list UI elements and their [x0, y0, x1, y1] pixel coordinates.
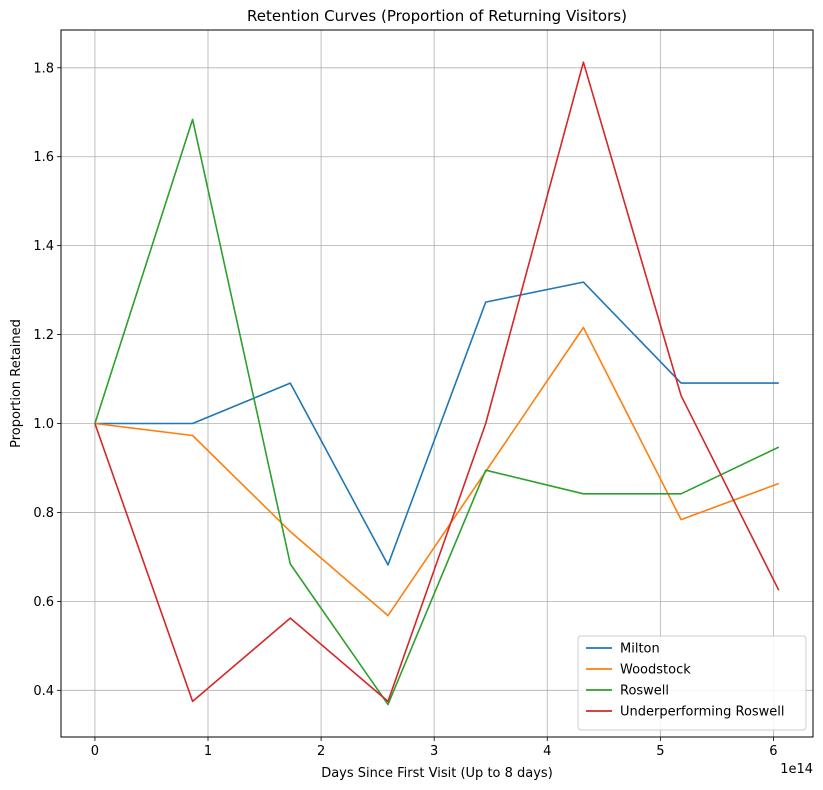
x-axis-label: Days Since First Visit (Up to 8 days) — [321, 766, 553, 781]
x-tick-label: 3 — [430, 744, 438, 759]
legend-box — [577, 635, 807, 731]
y-tick-label: 0.8 — [33, 506, 54, 521]
y-axis-ticks: 0.4 0.6 0.8 1.0 1.2 1.4 1.6 1.8 — [33, 61, 61, 699]
x-tick-label: 0 — [91, 744, 99, 759]
y-tick-label: 0.4 — [33, 684, 54, 699]
legend-entry: Roswell — [620, 684, 669, 699]
x-tick-label: 6 — [769, 744, 777, 759]
x-tick-label: 1 — [204, 744, 212, 759]
legend-entry: Underperforming Roswell — [620, 705, 785, 720]
y-tick-label: 0.6 — [33, 595, 54, 610]
y-tick-label: 1.6 — [33, 150, 54, 165]
y-tick-label: 1.4 — [33, 239, 54, 254]
plot-frame — [60, 29, 814, 738]
legend-entry: Woodstock — [620, 663, 691, 678]
x-axis-ticks: 0 1 2 3 4 5 6 — [91, 737, 778, 759]
y-tick-label: 1.8 — [33, 61, 54, 76]
x-tick-label: 5 — [656, 744, 664, 759]
series-line-roswell — [94, 118, 780, 706]
y-tick-label: 1.0 — [33, 417, 54, 432]
legend: Milton Woodstock Roswell Underperforming Ro… — [577, 635, 807, 731]
legend-entry: Milton — [620, 642, 660, 657]
series-lines — [94, 61, 780, 706]
series-line-woodstock — [94, 326, 780, 617]
y-tick-label: 1.2 — [33, 328, 54, 343]
series-line-milton — [94, 281, 779, 566]
x-axis-offset-label: 1e14 — [780, 762, 813, 777]
x-tick-label: 2 — [317, 744, 325, 759]
y-axis-label: Proportion Retained — [9, 319, 24, 448]
grid-lines — [61, 30, 813, 737]
x-tick-label: 4 — [543, 744, 551, 759]
series-line-underperforming-roswell — [94, 61, 780, 703]
chart-title: Retention Curves (Proportion of Returnin… — [247, 7, 627, 25]
